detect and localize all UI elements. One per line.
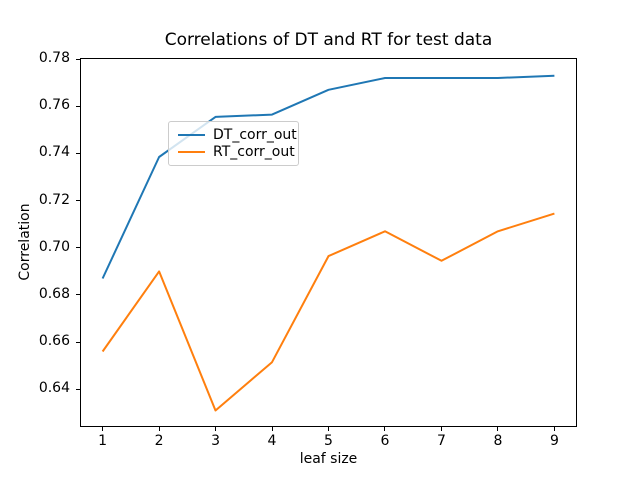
plot-border	[80, 58, 577, 427]
x-tick-label: 6	[380, 433, 390, 449]
y-tick-label: 0.78	[38, 50, 70, 67]
legend-label-rt: RT_corr_out	[213, 144, 295, 161]
x-tick-label: 4	[267, 433, 277, 449]
y-tick-mark	[76, 388, 80, 390]
legend-row: DT_corr_out	[178, 126, 297, 143]
x-tick-label: 7	[436, 433, 446, 449]
x-tick-label: 1	[98, 433, 108, 449]
y-tick-mark	[76, 294, 80, 296]
legend-label-dt: DT_corr_out	[213, 126, 297, 143]
x-tick-mark	[102, 427, 104, 431]
y-tick-label: 0.70	[38, 238, 70, 255]
y-tick-label: 0.72	[38, 191, 70, 208]
y-tick-label: 0.68	[38, 285, 70, 302]
x-tick-label: 5	[324, 433, 333, 449]
x-tick-label: 8	[493, 433, 503, 449]
x-tick-mark	[553, 427, 555, 431]
x-axis-label: leaf size	[299, 451, 358, 467]
x-tick-mark	[271, 427, 273, 431]
x-tick-label: 9	[549, 433, 559, 449]
plot-canvas	[80, 58, 577, 427]
rt-line-swatch	[178, 151, 205, 154]
x-tick-mark	[384, 427, 386, 431]
y-tick-label: 0.64	[38, 380, 70, 397]
y-tick-mark	[76, 152, 80, 154]
x-tick-mark	[215, 427, 217, 431]
x-tick-label: 3	[211, 433, 220, 449]
plot-area: DT_corr_out RT_corr_out	[80, 58, 577, 427]
x-tick-mark	[158, 427, 160, 431]
y-tick-mark	[76, 105, 80, 107]
x-tick-mark	[497, 427, 499, 431]
y-tick-label: 0.74	[38, 144, 70, 161]
y-tick-label: 0.66	[38, 333, 70, 350]
legend-row: RT_corr_out	[178, 144, 295, 161]
y-tick-label: 0.76	[38, 97, 70, 114]
y-tick-mark	[76, 341, 80, 343]
x-tick-mark	[440, 427, 442, 431]
y-tick-mark	[76, 200, 80, 202]
y-tick-mark	[76, 58, 80, 60]
series-line-RT_corr_out	[101, 212, 555, 412]
y-tick-mark	[76, 247, 80, 249]
x-tick-label: 2	[154, 433, 164, 449]
series-line-DT_corr_out	[101, 74, 555, 279]
dt-line-swatch	[178, 133, 205, 136]
chart-title: Correlations of DT and RT for test data	[164, 30, 493, 50]
legend: DT_corr_out RT_corr_out	[168, 121, 299, 166]
x-tick-mark	[328, 427, 329, 431]
